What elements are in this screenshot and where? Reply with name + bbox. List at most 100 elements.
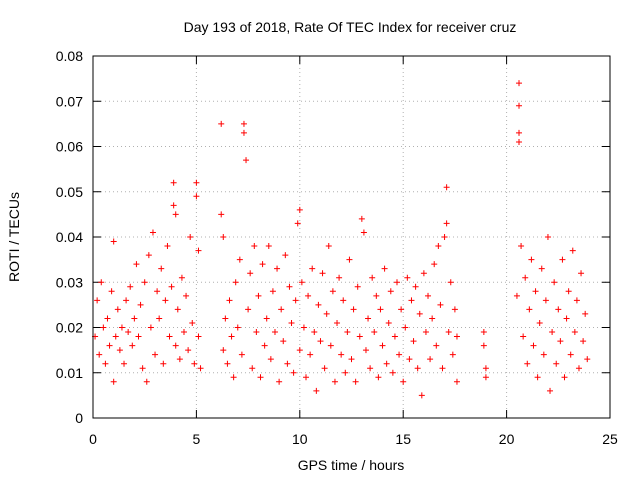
data-point — [296, 347, 303, 354]
data-point — [526, 306, 533, 313]
data-point — [135, 333, 142, 340]
data-point — [280, 338, 287, 345]
data-point — [447, 279, 454, 286]
y-tick-label: 0.05 — [56, 184, 83, 200]
data-point — [559, 256, 566, 263]
data-point — [172, 211, 179, 218]
data-point — [348, 356, 355, 363]
data-point — [334, 319, 341, 326]
data-point — [110, 378, 117, 385]
data-point — [131, 315, 138, 322]
data-point — [257, 374, 264, 381]
data-point — [288, 319, 295, 326]
data-point — [139, 365, 146, 372]
data-point — [145, 252, 152, 259]
data-point — [226, 297, 233, 304]
data-point — [338, 351, 345, 358]
data-point — [261, 342, 268, 349]
data-point — [584, 356, 591, 363]
data-point — [174, 306, 181, 313]
data-point — [269, 288, 276, 295]
data-point — [164, 243, 171, 250]
data-point — [133, 261, 140, 268]
x-tick-label: 0 — [89, 431, 97, 447]
data-point — [240, 129, 247, 136]
data-point — [443, 220, 450, 227]
data-point — [331, 378, 338, 385]
data-point — [569, 247, 576, 254]
data-point — [416, 310, 423, 317]
data-point — [580, 338, 587, 345]
data-point — [309, 265, 316, 272]
data-point — [518, 243, 525, 250]
data-point — [305, 292, 312, 299]
data-point — [176, 356, 183, 363]
data-point — [522, 274, 529, 281]
data-point — [352, 378, 359, 385]
data-point — [104, 315, 111, 322]
data-point — [170, 202, 177, 209]
data-point — [418, 392, 425, 399]
y-tick-label: 0.08 — [56, 48, 83, 64]
y-tick-label: 0.02 — [56, 320, 83, 336]
data-point — [400, 378, 407, 385]
data-point — [160, 360, 167, 367]
data-point — [387, 288, 394, 295]
data-point — [377, 306, 384, 313]
axis-ticks: 0 0.01 0.02 0.03 0.04 0.05 0.06 0.07 0.08 0 5 10 15 2… — [56, 48, 618, 447]
data-point — [154, 288, 161, 295]
data-point — [555, 306, 562, 313]
data-point — [549, 329, 556, 336]
data-point — [110, 238, 117, 245]
data-point — [482, 374, 489, 381]
data-point — [321, 365, 328, 372]
data-point — [183, 292, 190, 299]
data-point — [451, 306, 458, 313]
data-point — [329, 288, 336, 295]
data-point — [547, 387, 554, 394]
data-point — [251, 243, 258, 250]
data-point — [162, 297, 169, 304]
data-point — [578, 270, 585, 277]
data-point — [360, 229, 367, 236]
data-point — [108, 288, 115, 295]
data-point — [404, 274, 411, 281]
data-point — [317, 338, 324, 345]
data-point — [307, 351, 314, 358]
data-point — [282, 252, 289, 259]
data-point — [172, 342, 179, 349]
data-point — [121, 360, 128, 367]
data-point — [530, 342, 537, 349]
data-point — [410, 338, 417, 345]
data-point — [96, 351, 103, 358]
data-point — [425, 292, 432, 299]
data-point — [385, 319, 392, 326]
data-point — [193, 179, 200, 186]
data-point — [311, 329, 318, 336]
x-tick-label: 25 — [602, 431, 618, 447]
y-tick-label: 0.04 — [56, 229, 83, 245]
data-point — [220, 234, 227, 240]
data-point — [292, 297, 299, 304]
data-point — [313, 387, 320, 394]
data-point — [336, 274, 343, 281]
data-point — [137, 301, 144, 308]
data-point — [156, 315, 163, 322]
chart-title: Day 193 of 2018, Rate Of TEC Index for r… — [184, 19, 517, 35]
data-point — [435, 243, 442, 250]
data-point — [278, 306, 285, 313]
data-point — [218, 120, 225, 127]
data-point — [98, 279, 105, 286]
data-point — [178, 274, 185, 281]
data-point — [538, 265, 545, 272]
data-point — [100, 324, 107, 331]
data-point — [168, 283, 175, 290]
data-point — [218, 211, 225, 218]
data-point — [561, 374, 568, 381]
data-point — [389, 369, 396, 376]
data-point — [123, 297, 130, 304]
data-point — [565, 288, 572, 295]
data-point — [420, 270, 427, 277]
data-point — [551, 279, 558, 286]
